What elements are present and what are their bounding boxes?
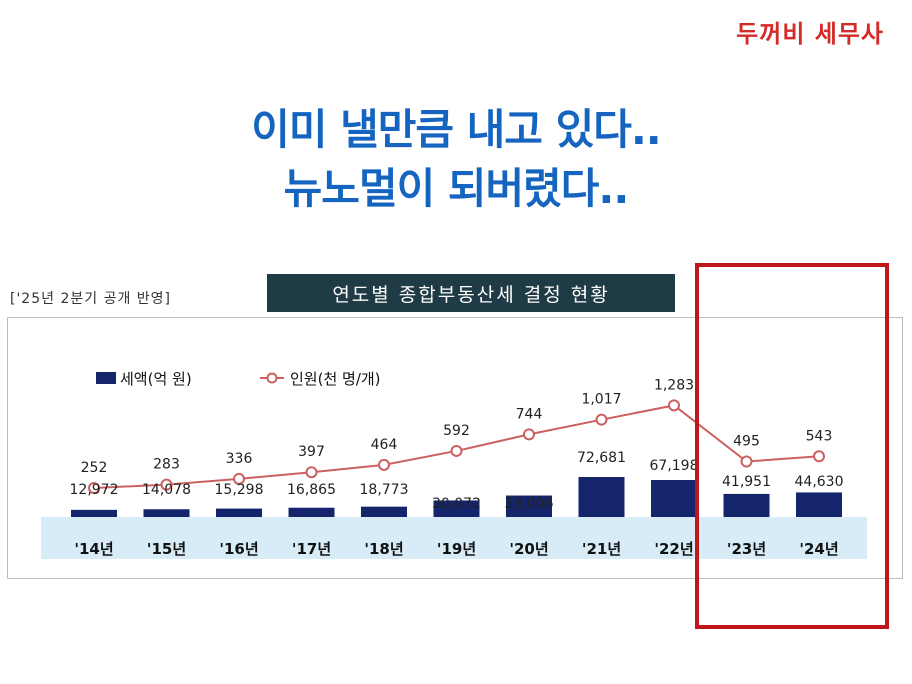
line-point	[233, 472, 245, 485]
x-tick-label: '18년	[364, 540, 403, 558]
x-tick-label: '14년	[74, 540, 113, 558]
x-axis-band	[41, 517, 867, 559]
bar	[433, 500, 480, 517]
bar-value-label: 39,006	[505, 496, 554, 512]
bar-value-label: 14,078	[142, 482, 191, 498]
line-point	[813, 450, 825, 463]
line-value-label: 1,017	[581, 392, 621, 408]
line-point	[378, 458, 390, 471]
chart-frame: 252 283 336 397 464 592 744 1,017 1,283 495 543 12,…	[7, 317, 903, 579]
bar-value-label: 30,072	[432, 496, 481, 512]
line-point	[523, 428, 535, 441]
bar	[796, 492, 842, 517]
line-point	[450, 444, 463, 457]
chart-canvas: 252 283 336 397 464 592 744 1,017 1,283 495 543 12,…	[41, 370, 867, 559]
line-point	[668, 399, 680, 412]
bar-value-label: 18,773	[360, 482, 409, 498]
x-tick-label: '15년	[147, 540, 186, 558]
line-point	[740, 455, 753, 468]
x-tick-label: '20년	[509, 540, 548, 558]
headline-line-2: 뉴노멀이 되버렸다..	[283, 164, 630, 213]
line-value-label: 1,283	[654, 377, 694, 393]
line-value-label: 283	[153, 457, 180, 473]
bar-value-label: 15,298	[215, 482, 264, 498]
x-tick-label: '24년	[799, 540, 838, 558]
line-point	[305, 466, 318, 479]
legend-line-marker	[266, 372, 278, 384]
line-value-label: 252	[81, 460, 108, 476]
bar-value-label: 41,951	[722, 474, 771, 490]
bar	[578, 477, 625, 517]
x-tick-label: '21년	[582, 540, 621, 558]
line-value-label: 336	[226, 451, 253, 467]
bar	[651, 480, 697, 517]
headline-line-1: 이미 낼만큼 내고 있다..	[251, 105, 662, 154]
chart-title: 연도별 종합부동산세 결정 현황	[267, 274, 675, 312]
line-point	[160, 478, 173, 491]
line-value-label: 495	[733, 434, 760, 450]
bar-value-label: 72,681	[577, 450, 626, 466]
bar	[723, 493, 770, 517]
line-value-label: 543	[806, 428, 833, 444]
bar	[288, 507, 335, 517]
line-value-label: 397	[298, 444, 325, 460]
x-tick-label: '17년	[292, 540, 331, 558]
line-point	[595, 413, 608, 426]
legend-bar-swatch	[96, 372, 116, 384]
bar	[216, 508, 262, 517]
line-value-label: 464	[371, 437, 398, 453]
line-point	[88, 482, 100, 494]
legend-line-label: 인원(천 명/개)	[290, 370, 381, 388]
data-source-note: ['25년 2분기 공개 반영]	[10, 291, 172, 307]
bar	[506, 495, 552, 517]
bar	[361, 506, 407, 517]
x-tick-label: '22년	[654, 540, 693, 558]
legend-bar-label: 세액(억 원)	[120, 370, 192, 388]
bar	[71, 509, 117, 517]
brand-name: 두꺼비 세무사	[736, 20, 884, 48]
x-tick-label: '23년	[727, 540, 766, 558]
bar	[143, 509, 190, 517]
bar-value-label: 16,865	[287, 482, 336, 498]
bar-value-label: 12,972	[70, 482, 119, 498]
x-tick-label: '19년	[437, 540, 476, 558]
bar-value-label: 44,630	[795, 474, 844, 490]
x-tick-label: '16년	[219, 540, 258, 558]
line-value-label: 744	[516, 406, 543, 422]
line-value-label: 592	[443, 423, 470, 439]
bar-value-label: 67,198	[650, 458, 699, 474]
